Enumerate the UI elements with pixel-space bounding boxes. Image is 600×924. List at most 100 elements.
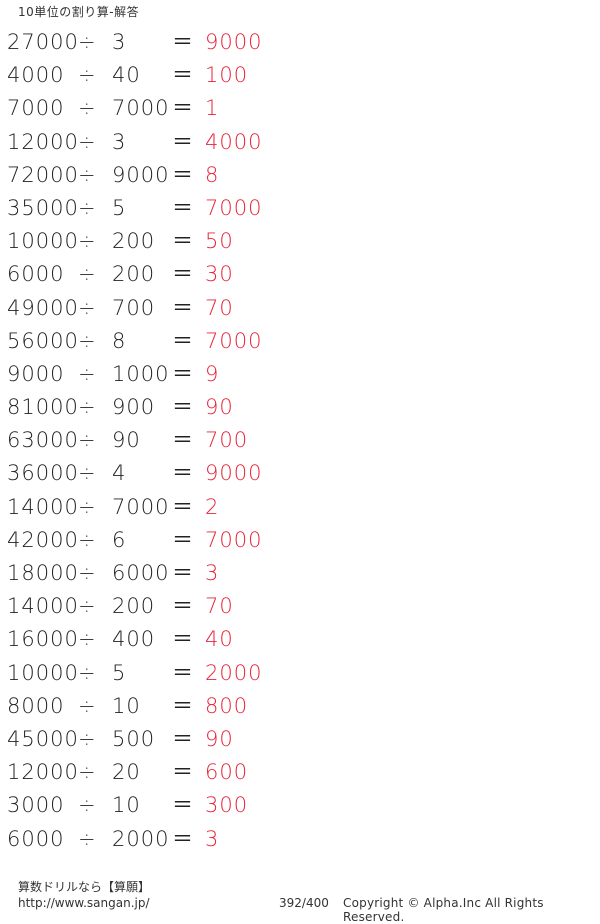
answer: 3 [205, 561, 220, 585]
answer: 90 [205, 395, 234, 420]
equals-sign: ＝ [172, 494, 194, 519]
equals-sign: ＝ [172, 826, 194, 851]
problem-row: 7000 ÷ 7000 ＝ 1 [0, 92, 600, 125]
answer: 7000 [205, 527, 263, 552]
divisor: 3 [112, 129, 127, 154]
problem-row: 36000 ÷ 4 ＝ 9000 [0, 457, 600, 490]
equals-sign: ＝ [172, 660, 194, 685]
problem-row: 35000 ÷ 5 ＝ 7000 [0, 192, 600, 225]
division-operator: ÷ [78, 361, 97, 386]
equals-sign: ＝ [172, 30, 194, 54]
problem-row: 72000 ÷ 9000 ＝ 8 [0, 159, 600, 192]
answer: 8 [205, 162, 220, 187]
equals-sign: ＝ [172, 561, 194, 585]
division-operator: ÷ [78, 395, 97, 420]
equals-sign: ＝ [172, 726, 194, 751]
answer: 4000 [205, 129, 263, 154]
dividend: 42000 [7, 527, 79, 552]
divisor: 3 [112, 30, 127, 54]
problem-row: 18000 ÷ 6000 ＝ 3 [0, 557, 600, 590]
division-operator: ÷ [78, 793, 97, 818]
equals-sign: ＝ [172, 627, 194, 652]
answer: 7000 [205, 328, 263, 353]
division-operator: ÷ [78, 561, 97, 585]
divisor: 2000 [112, 826, 170, 851]
answer: 90 [205, 726, 234, 751]
dividend: 6000 [7, 826, 65, 851]
division-operator: ÷ [78, 328, 97, 353]
problem-row: 6000 ÷ 200 ＝ 30 [0, 258, 600, 291]
divisor: 5 [112, 660, 127, 685]
dividend: 3000 [7, 793, 65, 818]
division-operator: ÷ [78, 693, 97, 718]
divisor: 200 [112, 229, 156, 254]
problem-row: 3000 ÷ 10 ＝ 300 [0, 789, 600, 822]
equals-sign: ＝ [172, 96, 194, 121]
dividend: 16000 [7, 627, 79, 652]
division-operator: ÷ [78, 30, 97, 54]
answer: 3 [205, 826, 220, 851]
equals-sign: ＝ [172, 461, 194, 486]
division-operator: ÷ [78, 527, 97, 552]
division-operator: ÷ [78, 826, 97, 851]
equals-sign: ＝ [172, 395, 194, 420]
division-operator: ÷ [78, 129, 97, 154]
division-operator: ÷ [78, 262, 97, 287]
divisor: 10 [112, 693, 141, 718]
equals-sign: ＝ [172, 760, 194, 785]
divisor: 6000 [112, 561, 170, 585]
divisor: 4 [112, 461, 127, 486]
dividend: 72000 [7, 162, 79, 187]
problem-row: 9000 ÷ 1000 ＝ 9 [0, 358, 600, 391]
division-operator: ÷ [78, 96, 97, 121]
answer: 600 [205, 760, 249, 785]
answer: 70 [205, 295, 234, 320]
answer: 1 [205, 96, 220, 121]
problem-row: 14000 ÷ 200 ＝ 70 [0, 590, 600, 623]
answer: 40 [205, 627, 234, 652]
division-operator: ÷ [78, 461, 97, 486]
answer: 100 [205, 63, 249, 88]
dividend: 12000 [7, 129, 79, 154]
footer-url-link[interactable]: http://www.sangan.jp/ [18, 896, 150, 910]
dividend: 4000 [7, 63, 65, 88]
page-title: 10単位の割り算-解答 [18, 5, 140, 19]
equals-sign: ＝ [172, 295, 194, 320]
footer-site-label: 算数ドリルなら【算願】 [18, 880, 151, 894]
divisor: 10 [112, 793, 141, 818]
equals-sign: ＝ [172, 793, 194, 818]
division-operator: ÷ [78, 660, 97, 685]
problem-row: 6000 ÷ 2000 ＝ 3 [0, 823, 600, 856]
problem-row: 42000 ÷ 6 ＝ 7000 [0, 524, 600, 557]
equals-sign: ＝ [172, 594, 194, 619]
divisor: 8 [112, 328, 127, 353]
divisor: 5 [112, 195, 127, 220]
answer: 70 [205, 594, 234, 619]
problem-row: 10000 ÷ 5 ＝ 2000 [0, 657, 600, 690]
dividend: 45000 [7, 726, 79, 751]
problem-row: 81000 ÷ 900 ＝ 90 [0, 391, 600, 424]
answer: 30 [205, 262, 234, 287]
equals-sign: ＝ [172, 195, 194, 220]
divisor: 40 [112, 63, 141, 88]
division-operator: ÷ [78, 428, 97, 453]
footer-copyright: Copyright © Alpha.Inc All Rights Reserve… [343, 896, 544, 924]
dividend: 6000 [7, 262, 65, 287]
answer: 700 [205, 428, 249, 453]
division-operator: ÷ [78, 594, 97, 619]
problem-row: 16000 ÷ 400 ＝ 40 [0, 623, 600, 656]
division-operator: ÷ [78, 494, 97, 519]
problem-row: 14000 ÷ 7000 ＝ 2 [0, 491, 600, 524]
equals-sign: ＝ [172, 693, 194, 718]
dividend: 10000 [7, 660, 79, 685]
problem-row: 12000 ÷ 3 ＝ 4000 [0, 126, 600, 159]
problem-row: 49000 ÷ 700 ＝ 70 [0, 292, 600, 325]
dividend: 8000 [7, 693, 65, 718]
answer: 7000 [205, 195, 263, 220]
division-operator: ÷ [78, 726, 97, 751]
division-operator: ÷ [78, 195, 97, 220]
divisor: 20 [112, 760, 141, 785]
equals-sign: ＝ [172, 361, 194, 386]
answer: 9000 [205, 30, 263, 54]
division-operator: ÷ [78, 229, 97, 254]
